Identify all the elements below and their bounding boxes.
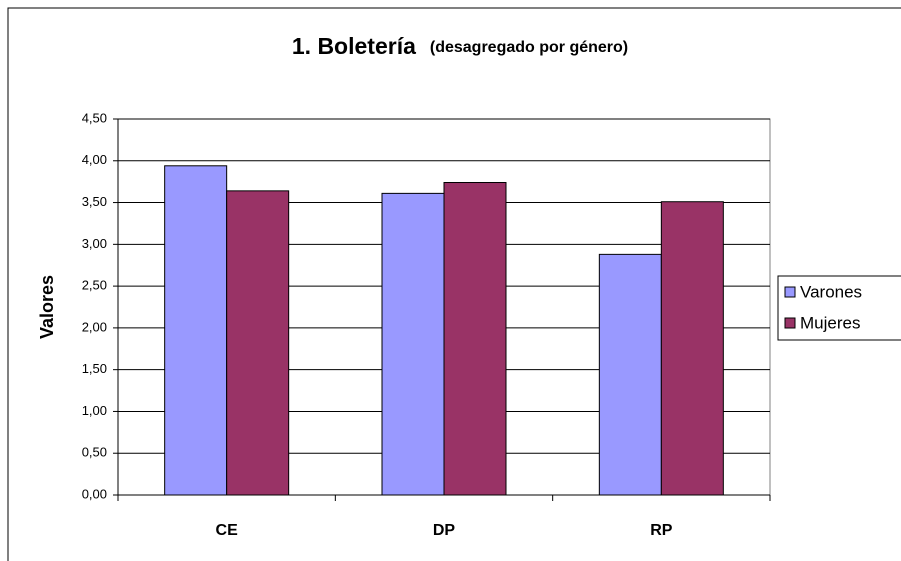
bar — [226, 190, 290, 496]
bar — [660, 201, 724, 496]
bar — [598, 253, 662, 496]
legend-box — [777, 275, 901, 341]
y-tick-label: 1,50 — [82, 361, 107, 376]
legend-swatch — [784, 317, 796, 329]
y-tick-label: 3,50 — [82, 194, 107, 209]
legend-swatch — [784, 286, 796, 298]
y-tick-label: 4,00 — [82, 152, 107, 167]
y-tick-label: 0,00 — [82, 486, 107, 501]
y-tick-label: 4,50 — [82, 110, 107, 125]
bar — [443, 182, 507, 496]
chart-title-group: 1. Boletería (desagregado por género) — [292, 33, 628, 59]
y-tick-label: 1,00 — [82, 403, 107, 418]
legend-label: Varones — [800, 282, 862, 301]
y-tick-label: 3,00 — [82, 236, 107, 251]
chart-subtitle: (desagregado por género) — [430, 39, 628, 56]
y-tick-label: 2,50 — [82, 278, 107, 293]
chart-title: 1. Boletería — [292, 33, 416, 59]
y-tick-label: 2,00 — [82, 319, 107, 334]
bar — [381, 192, 445, 496]
bar — [164, 165, 228, 496]
x-tick-label: CE — [216, 522, 239, 539]
y-axis-label: Valores — [37, 275, 57, 339]
x-tick-label: RP — [650, 522, 673, 539]
y-tick-label: 0,50 — [82, 445, 107, 460]
legend-label: Mujeres — [800, 313, 860, 332]
x-tick-label: DP — [433, 522, 456, 539]
